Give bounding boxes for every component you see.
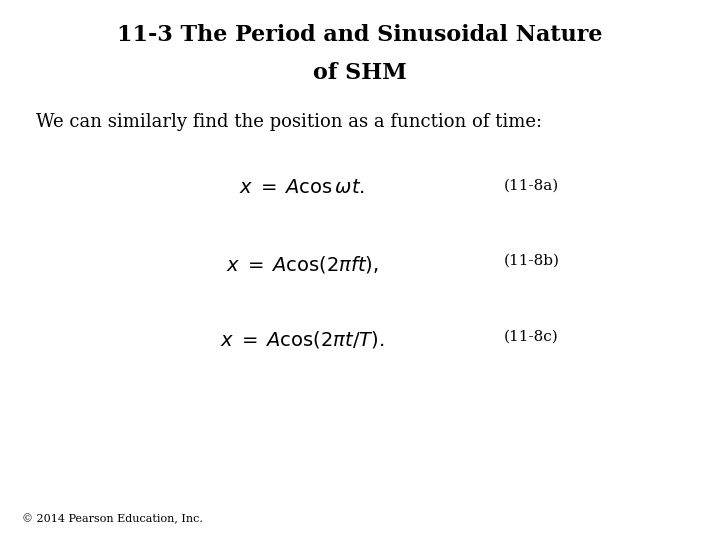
Text: We can similarly find the position as a function of time:: We can similarly find the position as a … — [36, 113, 542, 131]
Text: © 2014 Pearson Education, Inc.: © 2014 Pearson Education, Inc. — [22, 513, 202, 524]
Text: $x \; = \; A \cos(2\pi f t),$: $x \; = \; A \cos(2\pi f t),$ — [226, 254, 379, 275]
Text: $x \; = \; A \cos(2\pi t/T).$: $x \; = \; A \cos(2\pi t/T).$ — [220, 329, 384, 350]
Text: of SHM: of SHM — [313, 62, 407, 84]
Text: (11-8c): (11-8c) — [504, 329, 559, 343]
Text: (11-8b): (11-8b) — [504, 254, 560, 268]
Text: 11-3 The Period and Sinusoidal Nature: 11-3 The Period and Sinusoidal Nature — [117, 24, 603, 46]
Text: (11-8a): (11-8a) — [504, 178, 559, 192]
Text: $x \; = \; A \cos \omega t.$: $x \; = \; A \cos \omega t.$ — [240, 178, 365, 197]
